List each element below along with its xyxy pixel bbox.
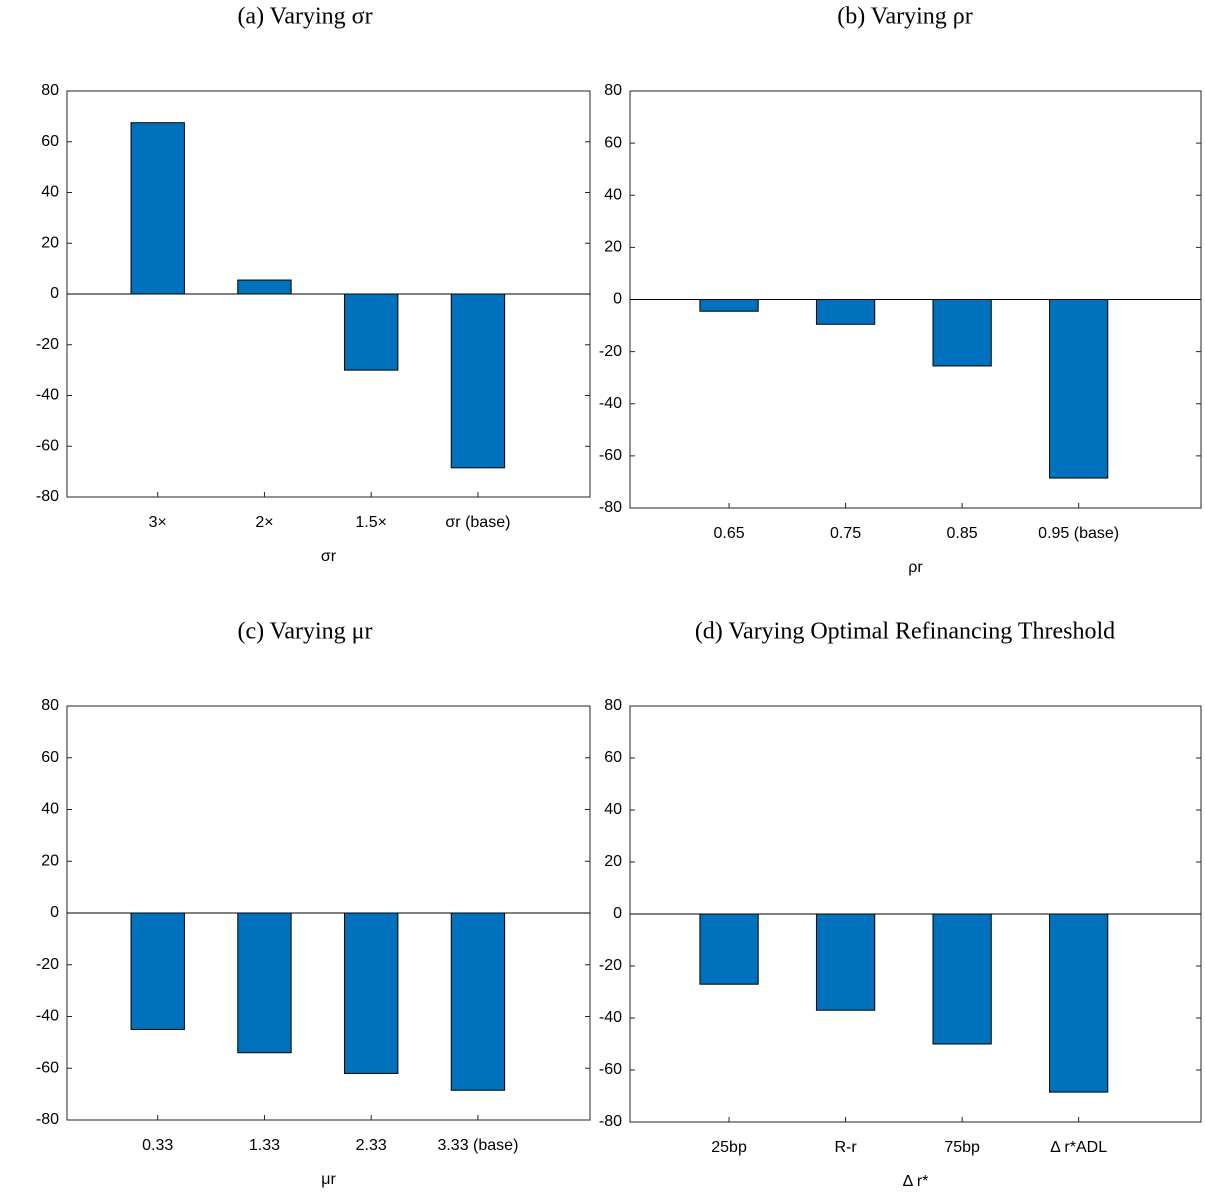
x-axis-label: μr xyxy=(321,1171,336,1188)
x-tick-label: 0.65 xyxy=(713,525,744,542)
y-tick-label: 60 xyxy=(41,133,59,150)
x-tick-label: 75bp xyxy=(944,1139,980,1156)
bar xyxy=(130,912,185,1030)
y-tick-label: 0 xyxy=(50,904,59,921)
y-tick-label: -80 xyxy=(36,488,59,505)
bar xyxy=(1049,299,1109,479)
y-tick-label: -20 xyxy=(36,336,59,353)
bar xyxy=(344,912,399,1074)
x-tick-label: σr (base) xyxy=(445,514,510,531)
y-tick-label: -20 xyxy=(36,956,59,973)
x-tick-label: 2× xyxy=(255,514,273,531)
y-tick-label: -80 xyxy=(36,1111,59,1128)
bar xyxy=(450,293,506,469)
y-tick-label: -40 xyxy=(599,1009,622,1026)
y-tick-label: -20 xyxy=(599,957,622,974)
y-tick-label: -40 xyxy=(36,387,59,404)
panel-title: (d) Varying Optimal Refinancing Threshol… xyxy=(695,619,1115,645)
bar xyxy=(130,122,185,295)
y-tick-label: -60 xyxy=(36,1059,59,1076)
panel-title: (a) Varying σr xyxy=(237,4,372,30)
x-tick-label: 3× xyxy=(149,514,167,531)
y-tick-label: 60 xyxy=(41,749,59,766)
y-tick-label: -80 xyxy=(599,1113,622,1130)
x-tick-label: 0.85 xyxy=(947,525,978,542)
y-tick-label: 20 xyxy=(41,234,59,251)
y-tick-label: -60 xyxy=(36,437,59,454)
bar xyxy=(344,293,399,371)
y-tick-label: 40 xyxy=(41,184,59,201)
y-tick-label: 60 xyxy=(604,134,622,151)
bar xyxy=(450,912,506,1091)
y-tick-label: -40 xyxy=(36,1008,59,1025)
bar xyxy=(932,299,992,367)
y-tick-label: 80 xyxy=(604,82,622,99)
y-tick-label: 20 xyxy=(604,239,622,256)
x-tick-label: Δ r*ADL xyxy=(1050,1139,1107,1156)
bar xyxy=(699,299,759,312)
y-tick-label: -20 xyxy=(599,343,622,360)
y-tick-label: -60 xyxy=(599,447,622,464)
x-tick-label: 0.75 xyxy=(830,525,861,542)
x-axis-label: Δ r* xyxy=(903,1173,929,1190)
bar xyxy=(237,912,292,1054)
x-tick-label: R-r xyxy=(834,1139,857,1156)
bar xyxy=(237,279,292,295)
x-tick-label: 1.33 xyxy=(249,1137,280,1154)
x-tick-label: 3.33 (base) xyxy=(437,1137,518,1154)
x-tick-label: 1.5× xyxy=(355,514,387,531)
x-axis-label: ρr xyxy=(908,559,923,576)
x-tick-label: 0.33 xyxy=(142,1137,173,1154)
y-tick-label: 0 xyxy=(613,291,622,308)
bar xyxy=(699,913,759,985)
x-axis-label: σr xyxy=(321,548,337,565)
y-tick-label: -40 xyxy=(599,395,622,412)
y-tick-label: 60 xyxy=(604,749,622,766)
x-tick-label: 2.33 xyxy=(356,1137,387,1154)
y-tick-label: -80 xyxy=(599,499,622,516)
y-tick-label: 0 xyxy=(50,285,59,302)
y-tick-label: 40 xyxy=(604,186,622,203)
y-tick-label: 80 xyxy=(41,82,59,99)
y-tick-label: -60 xyxy=(599,1061,622,1078)
y-tick-label: 80 xyxy=(604,697,622,714)
y-tick-label: 0 xyxy=(613,905,622,922)
bar xyxy=(815,299,876,325)
y-tick-label: 20 xyxy=(604,853,622,870)
x-tick-label: 25bp xyxy=(711,1139,747,1156)
panel-title: (b) Varying ρr xyxy=(837,4,973,30)
y-tick-label: 20 xyxy=(41,852,59,869)
y-tick-label: 40 xyxy=(604,801,622,818)
x-tick-label: 0.95 (base) xyxy=(1038,525,1119,542)
bar xyxy=(932,913,992,1045)
y-tick-label: 80 xyxy=(41,697,59,714)
panel-title: (c) Varying μr xyxy=(237,619,372,645)
y-tick-label: 40 xyxy=(41,801,59,818)
bar xyxy=(1049,913,1109,1093)
bar xyxy=(815,913,876,1011)
